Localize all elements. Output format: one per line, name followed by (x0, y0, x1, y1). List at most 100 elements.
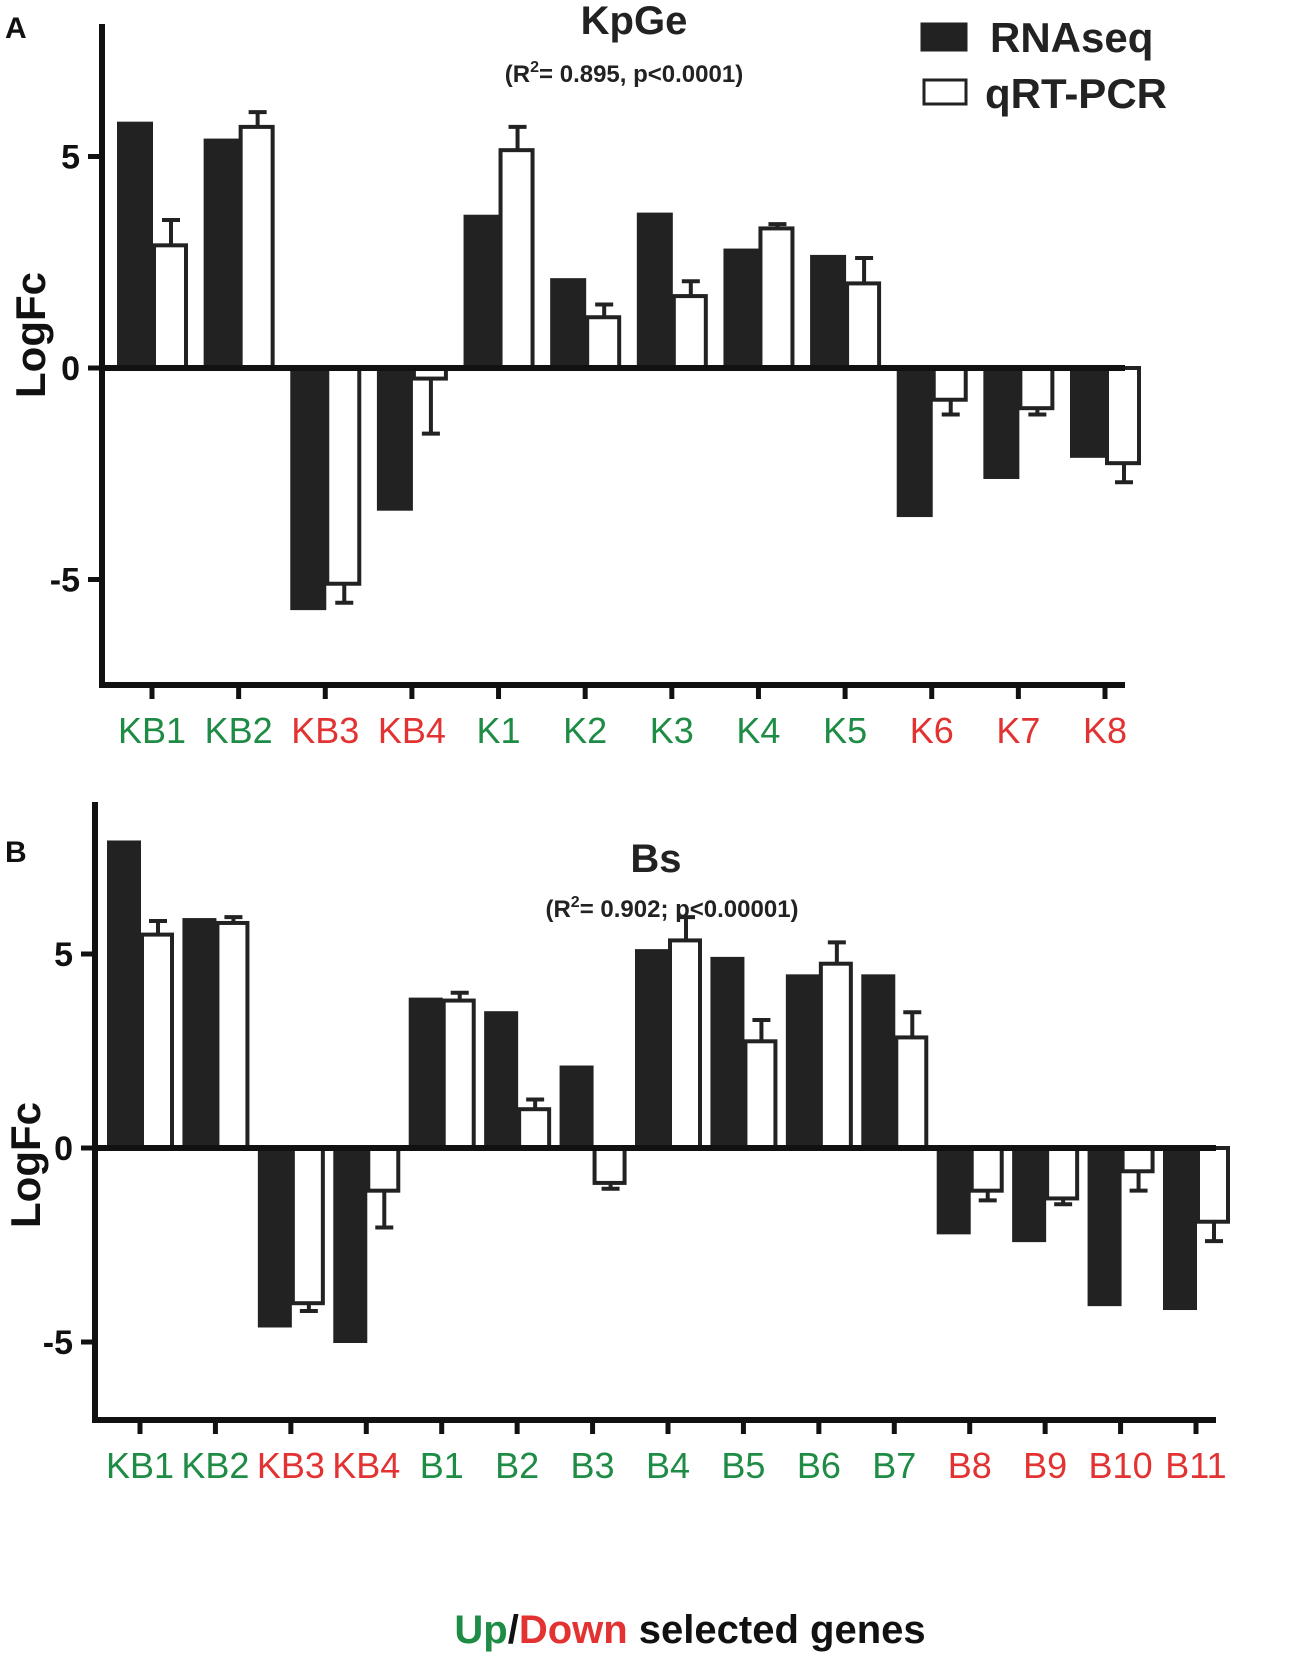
panel-a-bar-qrtpcr-kb2 (238, 124, 275, 370)
panel-b-category-label-b5: B5 (721, 1445, 765, 1486)
panel-a-letter: A (5, 12, 27, 45)
panel-b-subtitle-pre: (R (545, 896, 570, 923)
panel-a-title: KpGe (581, 0, 688, 43)
panel-b-bar-rnaseq-b10 (1087, 1147, 1122, 1307)
panel-a-bar-rnaseq-k6 (896, 367, 933, 518)
panel-a-category-label-k4: K4 (736, 710, 780, 751)
panel-a-bar-rnaseq-kb3 (290, 367, 327, 611)
panel-b-title: Bs (630, 837, 681, 881)
legend-qrtpcr-label: qRT-PCR (985, 70, 1167, 117)
panel-b-bar-rnaseq-kb3 (257, 1147, 292, 1328)
panel-b-bar-rnaseq-b5 (710, 956, 745, 1149)
panel-a-bar-rnaseq-k3 (636, 212, 673, 369)
panel-a-category-label-kb4: KB4 (378, 710, 446, 751)
panel-b-bar-rnaseq-b6 (785, 974, 820, 1150)
legend-rnaseq-swatch (920, 22, 968, 52)
panel-a-bar-rnaseq-kb4 (376, 367, 413, 511)
panel-b-bar-rnaseq-kb2 (182, 918, 217, 1150)
panel-a-bar-qrtpcr-k5 (845, 281, 882, 370)
panel-a-bar-rnaseq-k8 (1070, 367, 1106, 458)
footer-slash: / (508, 1608, 519, 1652)
footer-down: Down (519, 1608, 628, 1652)
panel-b-bar-qrtpcr-kb2 (215, 920, 250, 1151)
panel-b-bar-rnaseq-kb1 (107, 840, 141, 1149)
panel-b-bar-qrtpcr-b2 (517, 1107, 552, 1150)
panel-b-y-tick-label: -5 (43, 1324, 73, 1362)
panel-a-ylabel: LogFc (7, 272, 54, 398)
panel-a-subtitle-post: = 0.895, p<0.0001) (539, 61, 743, 88)
panel-b-ylabel: LogFc (2, 1102, 49, 1228)
panel-a-bar-rnaseq-k2 (550, 278, 587, 370)
panel-b-bar-qrtpcr-b4 (668, 938, 702, 1150)
panel-b-bar-rnaseq-b1 (408, 997, 443, 1149)
panel-b-bar-rnaseq-b4 (635, 949, 669, 1149)
panel-a-category-label-k7: K7 (996, 710, 1040, 751)
panel-a-category-label-kb2: KB2 (205, 710, 273, 751)
panel-a-bar-rnaseq-k7 (983, 367, 1020, 479)
panel-b-category-label-b3: B3 (571, 1445, 615, 1486)
panel-b-category-label-kb4: KB4 (332, 1445, 400, 1486)
panel-b-category-label-b10: B10 (1089, 1445, 1153, 1486)
panel-a-y-tick-label: 5 (61, 139, 80, 177)
panel-b-category-label-b1: B1 (420, 1445, 464, 1486)
panel-b-letter: B (5, 836, 27, 869)
panel-b-bar-qrtpcr-b11 (1196, 1146, 1230, 1224)
panel-a-category-label-k3: K3 (650, 710, 694, 751)
panel-a-subtitle: (R2= 0.895, p<0.0001) (505, 59, 743, 88)
panel-a-y-tick-label: -5 (50, 562, 80, 600)
panel-b-bar-qrtpcr-kb4 (366, 1146, 401, 1193)
panel-a: A KpGe (R2= 0.895, p<0.0001) LogFc 5 0 -5 K… (5, 0, 1141, 751)
panel-a-subtitle-sup: 2 (530, 59, 539, 76)
panel-a-bar-qrtpcr-k3 (671, 294, 708, 370)
panel-b-bar-qrtpcr-kb3 (290, 1146, 325, 1306)
panel-a-plot: 5 0 -5 KB1 KB2 KB3 KB4 K1 K2 K3 K4 K5 K6 K7 K8 (50, 24, 1141, 751)
panel-a-category-label-kb3: KB3 (291, 710, 359, 751)
panel-a-y-tick-label: 0 (61, 350, 80, 388)
legend-rnaseq-label: RNAseq (990, 14, 1153, 61)
panel-b-category-label-kb2: KB2 (181, 1445, 249, 1486)
panel-a-bar-qrtpcr-k2 (585, 315, 622, 370)
panel-a-category-label-k6: K6 (910, 710, 954, 751)
panel-a-bar-qrtpcr-k6 (931, 366, 968, 402)
panel-b-bar-rnaseq-b7 (861, 974, 896, 1150)
panel-b-subtitle: (R2= 0.902; p<0.00001) (545, 894, 798, 923)
panel-a-bar-qrtpcr-kb1 (152, 243, 188, 370)
panel-b-category-label-b8: B8 (948, 1445, 992, 1486)
panel-b-y-tick-label: 0 (54, 1130, 73, 1168)
panel-b-bar-rnaseq-b11 (1163, 1147, 1197, 1311)
panel-b-bar-qrtpcr-b6 (818, 961, 853, 1151)
panel-b: B Bs (R2= 0.902; p<0.00001) LogFc 5 0 -5 KB… (2, 802, 1230, 1486)
panel-a-category-label-k2: K2 (563, 710, 607, 751)
panel-a-category-label-k5: K5 (823, 710, 867, 751)
panel-b-bar-qrtpcr-b7 (894, 1035, 929, 1151)
panel-a-category-label-kb1: KB1 (118, 710, 186, 751)
panel-a-bar-rnaseq-k1 (463, 214, 500, 369)
panel-a-bar-qrtpcr-k8 (1105, 366, 1141, 466)
panel-b-category-label-kb1: KB1 (106, 1445, 174, 1486)
footer-rest: selected genes (628, 1608, 926, 1652)
panel-b-bar-qrtpcr-b9 (1045, 1146, 1080, 1201)
panel-b-category-label-b7: B7 (872, 1445, 916, 1486)
panel-a-bar-qrtpcr-k1 (498, 148, 535, 370)
panel-b-category-label-b6: B6 (797, 1445, 841, 1486)
panel-b-category-label-b9: B9 (1023, 1445, 1067, 1486)
footer-caption: Up/Down selected genes (454, 1608, 925, 1652)
panel-b-category-label-b11: B11 (1165, 1445, 1226, 1486)
panel-b-y-tick-label: 5 (54, 936, 73, 974)
panel-b-bar-rnaseq-b3 (559, 1065, 594, 1150)
panel-b-bar-qrtpcr-b10 (1120, 1146, 1155, 1174)
footer-up: Up (454, 1608, 507, 1652)
panel-a-bar-rnaseq-kb2 (203, 138, 240, 369)
panel-b-bar-qrtpcr-b3 (592, 1146, 627, 1185)
panel-a-bar-rnaseq-k4 (723, 248, 760, 369)
panel-b-category-label-b4: B4 (646, 1445, 690, 1486)
legend-qrtpcr-swatch (922, 78, 968, 106)
panel-a-bar-rnaseq-k5 (810, 254, 847, 369)
panel-b-bar-rnaseq-kb4 (333, 1147, 368, 1343)
panel-b-bar-qrtpcr-b1 (441, 998, 476, 1150)
panel-b-bar-rnaseq-b2 (484, 1011, 519, 1150)
panel-a-bar-qrtpcr-k4 (758, 226, 795, 370)
panel-b-bar-qrtpcr-kb1 (140, 932, 174, 1150)
panel-b-bar-rnaseq-b8 (936, 1147, 971, 1235)
